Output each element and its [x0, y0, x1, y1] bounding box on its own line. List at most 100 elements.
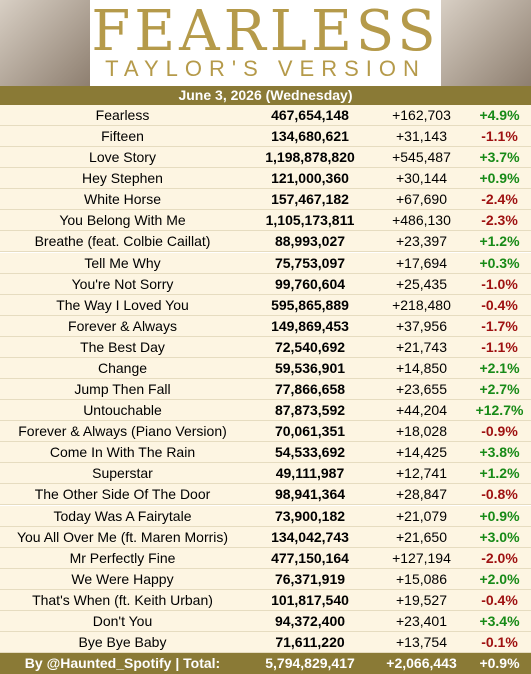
percent-change: +2.7%: [479, 381, 520, 398]
daily-streams: +28,847: [396, 486, 447, 503]
daily-streams: +21,079: [396, 507, 447, 524]
footer-row: By @Haunted_Spotify | Total: 5,794,829,41…: [0, 653, 531, 674]
table-row: Bye Bye Baby 71,611,220 +13,754 -0.1%: [0, 632, 531, 653]
percent-change: -2.4%: [481, 191, 518, 208]
total-streams: 59,536,901: [274, 359, 346, 376]
percent-change: +3.8%: [479, 444, 520, 461]
percent-change: +0.9%: [479, 655, 520, 672]
song-title: Don't You: [92, 612, 153, 629]
song-title: Come In With The Rain: [49, 444, 196, 461]
table-row: Hey Stephen 121,000,360 +30,144 +0.9%: [0, 168, 531, 190]
song-title: You All Over Me (ft. Maren Morris): [16, 528, 229, 545]
daily-streams: +23,655: [396, 381, 447, 398]
total-streams: 88,993,027: [274, 233, 346, 250]
total-streams: 101,817,540: [271, 591, 349, 608]
song-title: Jump Then Fall: [74, 381, 171, 398]
percent-change: -1.7%: [481, 317, 518, 334]
header: FEARLESS TAYLOR'S VERSION: [0, 0, 531, 86]
percent-change: -0.4%: [481, 296, 518, 313]
daily-streams: +12,741: [396, 465, 447, 482]
daily-streams: +37,956: [396, 317, 447, 334]
total-streams: 54,533,692: [274, 444, 346, 461]
table-row: The Other Side Of The Door 98,941,364 +28,…: [0, 484, 531, 506]
daily-streams: +13,754: [396, 634, 447, 650]
daily-streams: +486,130: [392, 212, 451, 229]
percent-change: +3.7%: [479, 149, 520, 166]
table-row: The Best Day 72,540,692 +21,743 -1.1%: [0, 336, 531, 358]
song-title: That's When (ft. Keith Urban): [32, 591, 213, 608]
percent-change: +4.9%: [479, 107, 520, 123]
total-streams: 87,873,592: [274, 402, 346, 419]
total-streams: 75,753,097: [274, 254, 346, 271]
total-streams: 70,061,351: [274, 423, 346, 440]
song-title: Bye Bye Baby: [78, 634, 167, 650]
song-title: Hey Stephen: [82, 170, 163, 187]
table-row: Breathe (feat. Colbie Caillat) 88,993,027…: [0, 231, 531, 253]
percent-change: -2.3%: [481, 212, 518, 229]
percent-change: -0.4%: [481, 591, 518, 608]
table-row: Superstar 49,111,987 +12,741 +1.2%: [0, 463, 531, 485]
total-streams: 76,371,919: [274, 570, 346, 587]
song-title: Superstar: [92, 465, 153, 482]
table-row: Fearless 467,654,148 +162,703 +4.9%: [0, 105, 531, 126]
table-row: Untouchable 87,873,592 +44,204 +12.7%: [0, 400, 531, 422]
table-row: The Way I Loved You 595,865,889 +218,480 -0…: [0, 294, 531, 316]
song-title: We Were Happy: [71, 570, 174, 587]
daily-streams: +14,425: [396, 444, 447, 461]
daily-streams: +545,487: [392, 149, 451, 166]
percent-change: +3.4%: [479, 612, 520, 629]
table-row: Come In With The Rain 54,533,692 +14,425 +3…: [0, 442, 531, 464]
song-title: Change: [97, 359, 148, 376]
daily-streams: +18,028: [396, 423, 447, 440]
total-streams: 134,680,621: [271, 128, 349, 145]
song-title: Today Was A Fairytale: [53, 507, 192, 524]
song-title: The Other Side Of The Door: [34, 486, 211, 503]
total-streams: 72,540,692: [274, 338, 346, 355]
song-title: You Belong With Me: [59, 212, 186, 229]
percent-change: +12.7%: [475, 402, 524, 419]
percent-change: -1.1%: [481, 338, 518, 355]
subtitle: TAYLOR'S VERSION: [105, 56, 426, 81]
song-title: The Way I Loved You: [56, 296, 189, 313]
table-row: Don't You 94,372,400 +23,401 +3.4%: [0, 610, 531, 632]
song-title: Love Story: [89, 149, 156, 166]
table-row: Tell Me Why 75,753,097 +17,694 +0.3%: [0, 252, 531, 274]
percent-change: -1.1%: [481, 128, 518, 145]
percent-change: -0.8%: [481, 486, 518, 503]
table-row: You Belong With Me 1,105,173,811 +486,130 -…: [0, 210, 531, 232]
daily-streams: +15,086: [396, 570, 447, 587]
daily-streams: +21,650: [396, 528, 447, 545]
daily-streams: +2,066,443: [386, 655, 457, 672]
song-title: Untouchable: [83, 402, 162, 419]
daily-streams: +67,690: [396, 191, 447, 208]
total-streams: 477,150,164: [271, 549, 349, 566]
daily-streams: +25,435: [396, 275, 447, 292]
song-title: By @Haunted_Spotify | Total:: [24, 655, 221, 672]
total-streams: 595,865,889: [271, 296, 349, 313]
total-streams: 49,111,987: [275, 465, 345, 482]
daily-streams: +162,703: [392, 107, 451, 123]
percent-change: +1.2%: [479, 465, 520, 482]
total-streams: 71,611,220: [275, 634, 345, 650]
percent-change: +2.0%: [479, 570, 520, 587]
percent-change: +3.0%: [479, 528, 520, 545]
song-title: You're Not Sorry: [71, 275, 174, 292]
percent-change: +2.1%: [479, 359, 520, 376]
song-title: Mr Perfectly Fine: [69, 549, 176, 566]
daily-streams: +30,144: [396, 170, 447, 187]
song-title: Fifteen: [101, 128, 144, 145]
daily-streams: +23,401: [396, 612, 447, 629]
percent-change: -0.1%: [481, 634, 518, 650]
percent-change: -0.9%: [481, 423, 518, 440]
percent-change: +0.9%: [479, 507, 520, 524]
song-title: Forever & Always: [68, 317, 177, 334]
daily-streams: +14,850: [396, 359, 447, 376]
table-row: White Horse 157,467,182 +67,690 -2.4%: [0, 189, 531, 211]
table-row: Jump Then Fall 77,866,658 +23,655 +2.7%: [0, 379, 531, 401]
percent-change: +0.9%: [479, 170, 520, 187]
table-row: Today Was A Fairytale 73,900,182 +21,079 +0…: [0, 505, 531, 527]
total-streams: 5,794,829,417: [265, 655, 355, 672]
table-row: Change 59,536,901 +14,850 +2.1%: [0, 357, 531, 379]
song-title: Tell Me Why: [84, 254, 161, 271]
